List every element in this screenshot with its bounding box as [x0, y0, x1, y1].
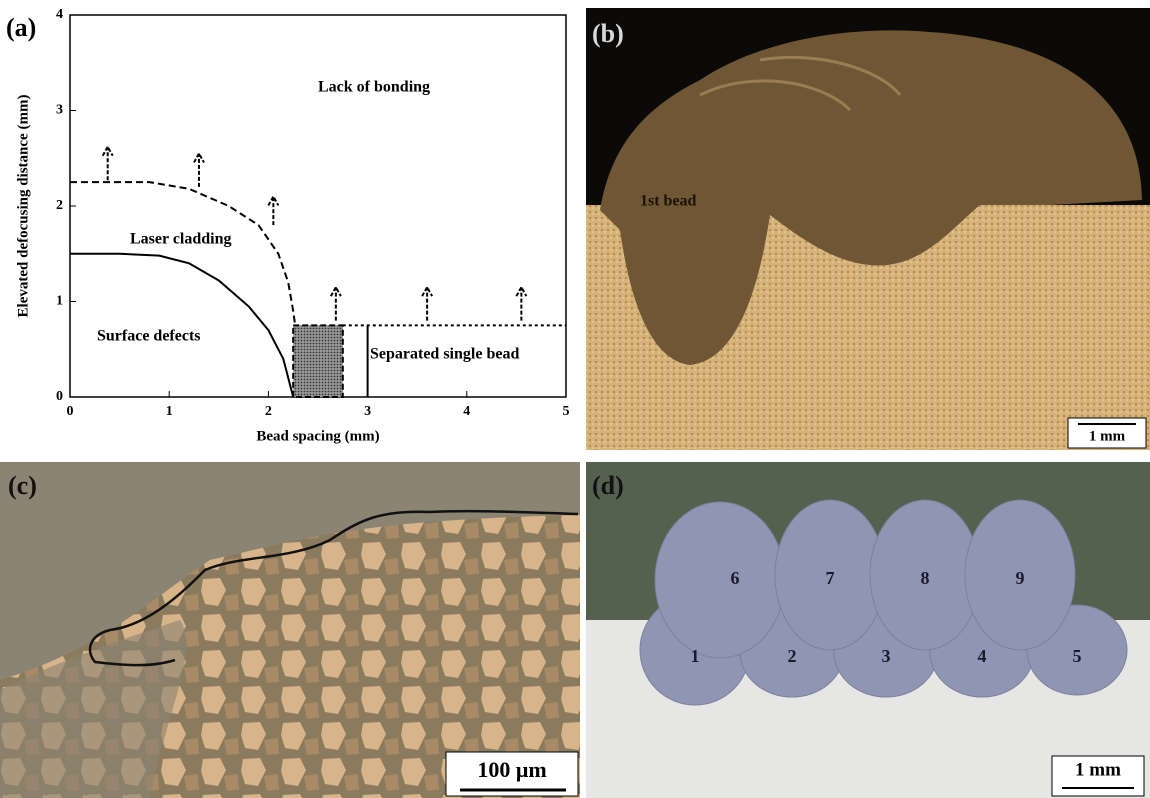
bead-number: 8 [921, 568, 930, 588]
scale-bar-label: 1 mm [1075, 759, 1121, 780]
panel-label: (d) [592, 471, 624, 500]
bead-number: 2 [788, 646, 797, 666]
bead-number: 3 [882, 646, 891, 666]
figure: (a) Bead spacing (mm) Elevated defocusin… [0, 0, 1150, 798]
annotation: Lack of bonding [318, 79, 430, 96]
page: (a) Bead spacing (mm) Elevated defocusin… [0, 0, 1150, 798]
scale-bar-label: 100 μm [477, 757, 546, 782]
x-tick-label: 1 [166, 404, 173, 419]
bead-number: 1 [691, 646, 700, 666]
annotation: 1st bead [640, 193, 697, 210]
y-tick-label: 2 [56, 198, 63, 213]
bead-number: 7 [826, 568, 835, 588]
x-tick-label: 5 [563, 404, 570, 419]
annotation: Surface defects [97, 328, 201, 345]
y-tick-label: 1 [56, 294, 63, 309]
micrograph-b [586, 8, 1150, 450]
annotation: Separated single bead [370, 346, 519, 363]
bead-number: 6 [731, 568, 740, 588]
shaded-region [293, 325, 343, 397]
y-tick-label: 0 [56, 389, 63, 404]
x-tick-label: 4 [463, 404, 470, 419]
y-tick-label: 4 [56, 7, 63, 22]
micrograph-c [0, 462, 580, 798]
x-tick-label: 0 [67, 404, 74, 419]
y-tick-label: 3 [56, 103, 63, 118]
panel-label: (b) [592, 19, 624, 48]
bead-number: 4 [978, 646, 987, 666]
bead-number: 9 [1016, 568, 1025, 588]
panel-label: (a) [6, 13, 36, 42]
panel-label: (c) [8, 471, 37, 500]
annotation: Laser cladding [130, 231, 232, 248]
x-tick-label: 2 [265, 404, 272, 419]
scale-bar-label: 1 mm [1089, 428, 1126, 444]
bead-number: 5 [1073, 646, 1082, 666]
x-axis-label: Bead spacing (mm) [256, 428, 379, 444]
micrograph-d [586, 462, 1150, 798]
x-tick-label: 3 [364, 404, 371, 419]
y-axis-label: Elevated defocusing distance (mm) [15, 95, 31, 318]
